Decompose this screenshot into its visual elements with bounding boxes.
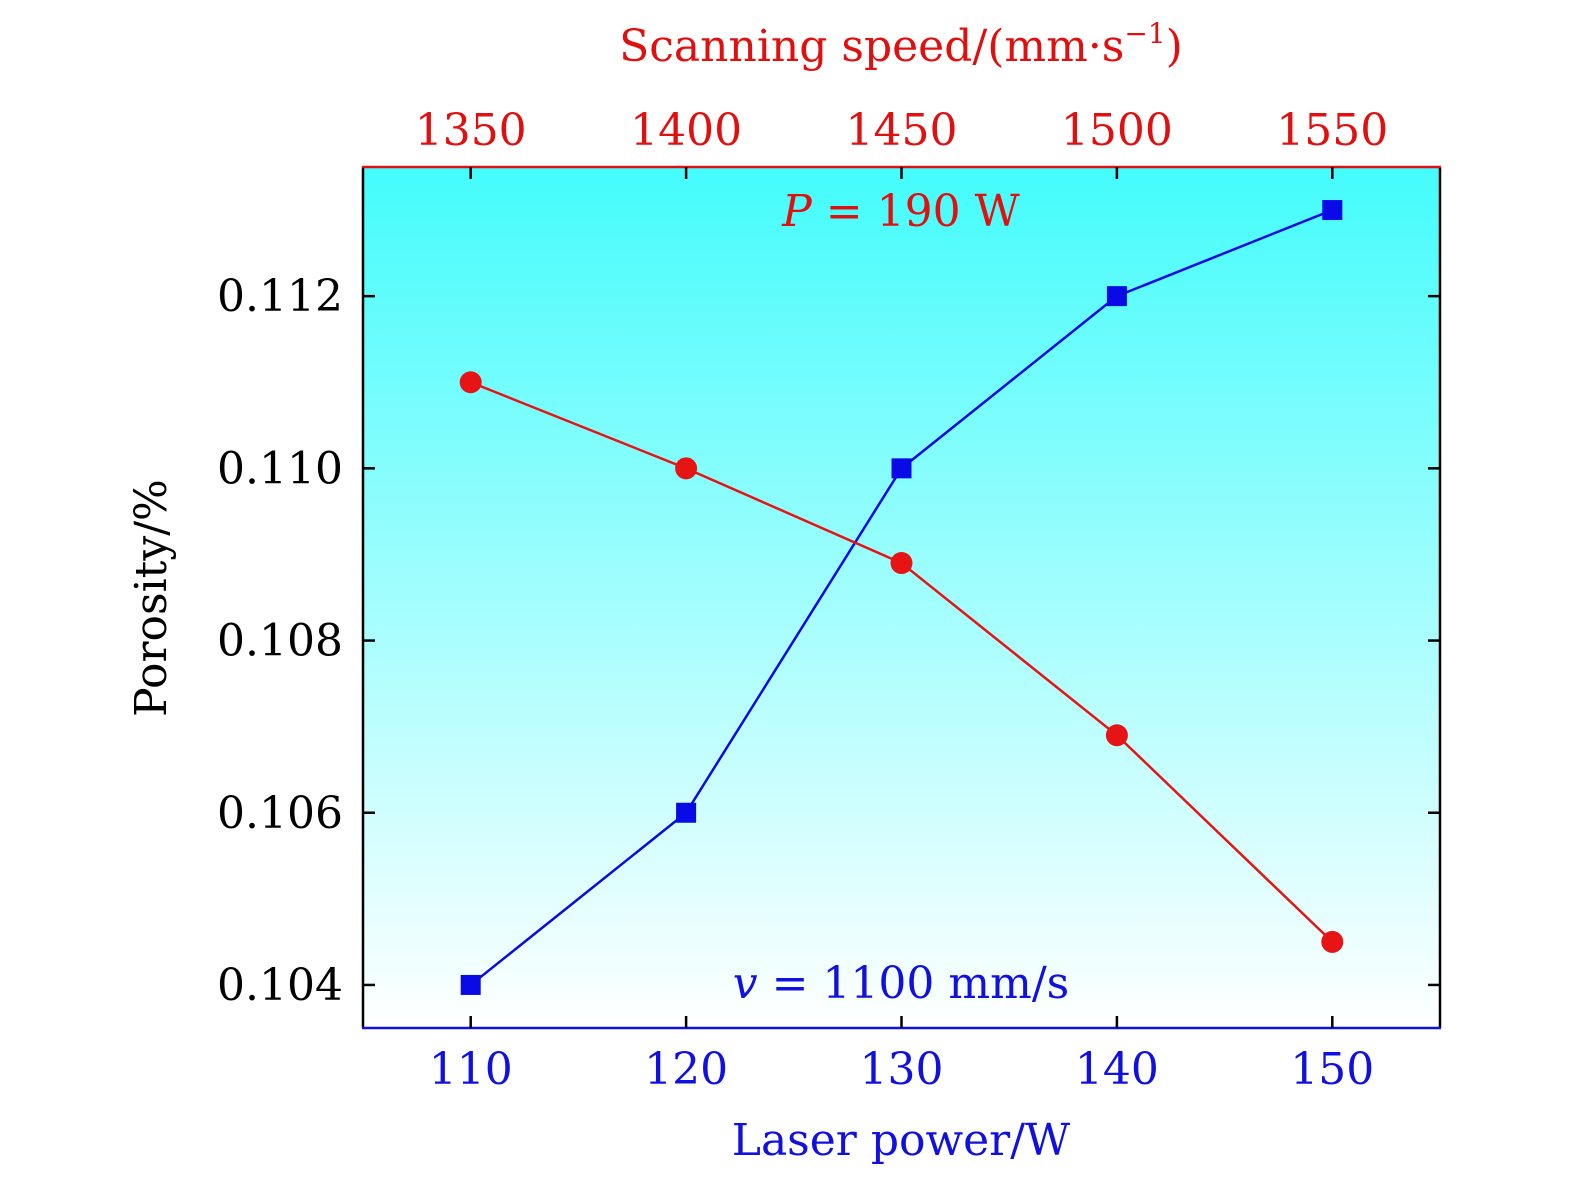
series-1-point xyxy=(890,552,913,575)
series-1-point xyxy=(1321,930,1344,953)
y-tick-label: 0.110 xyxy=(217,443,343,494)
top-tick-label: 1400 xyxy=(630,105,742,156)
top-tick-label: 1350 xyxy=(415,105,527,156)
x-axis-title: Laser power/W xyxy=(732,1115,1071,1166)
series-0-point xyxy=(460,974,481,995)
top-tick-label: 1550 xyxy=(1276,105,1388,156)
series-0-point xyxy=(1322,200,1343,221)
speed-annotation: v = 1100 mm/s xyxy=(733,958,1070,1009)
series-0-point xyxy=(891,458,912,479)
top-axis-title: Scanning speed/(mm·s−1) xyxy=(619,17,1183,72)
x-tick-label: 140 xyxy=(1075,1044,1159,1095)
x-tick-label: 110 xyxy=(429,1044,513,1095)
power-annotation: P = 190 W xyxy=(781,186,1020,237)
y-axis-title: Porosity/% xyxy=(126,479,177,717)
series-1-point xyxy=(1105,724,1128,747)
x-tick-label: 120 xyxy=(644,1044,728,1095)
top-tick-label: 1500 xyxy=(1061,105,1173,156)
plot-area xyxy=(363,167,1440,1027)
y-tick-label: 0.108 xyxy=(217,616,343,667)
series-1-point xyxy=(459,371,482,394)
series-1-point xyxy=(675,457,698,480)
top-tick-label: 1450 xyxy=(846,105,958,156)
series-0-point xyxy=(1106,286,1127,307)
y-tick-label: 0.106 xyxy=(217,788,343,839)
y-tick-label: 0.104 xyxy=(217,960,343,1011)
series-0-point xyxy=(676,802,697,823)
x-tick-label: 130 xyxy=(860,1044,944,1095)
y-tick-label: 0.112 xyxy=(217,271,343,322)
x-tick-label: 150 xyxy=(1290,1044,1374,1095)
